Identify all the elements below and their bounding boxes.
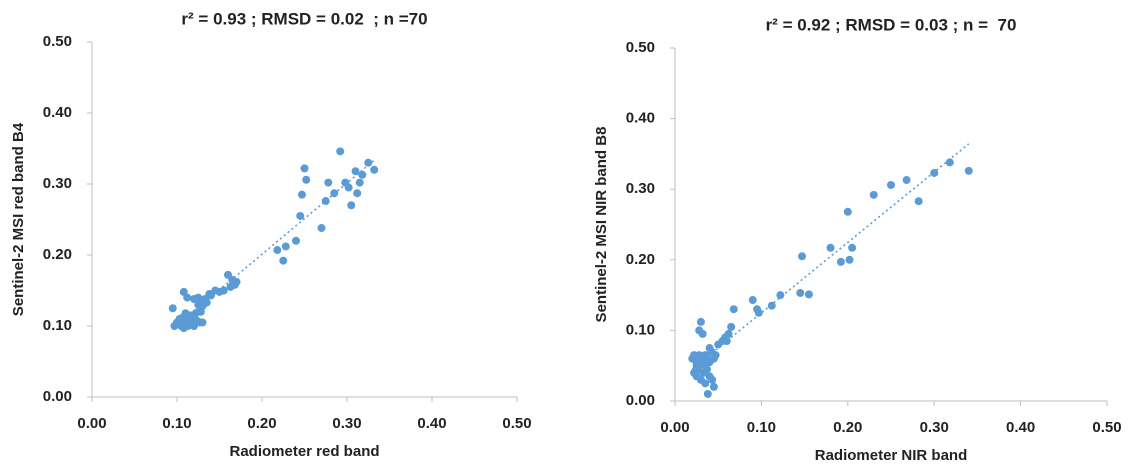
x-tick-label: 0.00 bbox=[660, 419, 689, 436]
point bbox=[776, 291, 785, 300]
trendline bbox=[172, 159, 375, 330]
point bbox=[347, 201, 356, 210]
y-tick-label: 0.50 bbox=[43, 33, 72, 50]
y-tick-label: 0.20 bbox=[43, 246, 72, 263]
point bbox=[843, 207, 852, 216]
point bbox=[355, 178, 364, 187]
x-tick-label: 0.40 bbox=[1006, 419, 1035, 436]
y-tick-label: 0.50 bbox=[626, 39, 655, 56]
point bbox=[358, 170, 367, 179]
point bbox=[353, 189, 362, 198]
point bbox=[701, 379, 710, 388]
x-tick-label: 0.00 bbox=[77, 415, 106, 432]
y-tick-label: 0.30 bbox=[43, 175, 72, 192]
point bbox=[708, 375, 717, 384]
y-tick-label: 0.40 bbox=[43, 104, 72, 121]
point bbox=[183, 293, 192, 302]
point bbox=[330, 189, 339, 198]
x-tick-label: 0.30 bbox=[920, 419, 949, 436]
point bbox=[292, 236, 300, 245]
point bbox=[748, 296, 757, 305]
x-tick-label: 0.40 bbox=[417, 415, 446, 432]
point bbox=[798, 252, 807, 261]
x-tick-label: 0.20 bbox=[247, 415, 276, 432]
y-tick-label: 0.10 bbox=[43, 317, 72, 334]
trendline bbox=[691, 143, 970, 370]
point bbox=[902, 176, 911, 185]
point bbox=[964, 166, 973, 175]
point bbox=[296, 211, 305, 220]
point bbox=[232, 277, 241, 286]
point bbox=[696, 317, 705, 326]
x-tick-label: 0.10 bbox=[162, 415, 191, 432]
point bbox=[945, 158, 954, 167]
y-tick-label: 0.30 bbox=[626, 180, 655, 197]
point bbox=[692, 361, 701, 370]
point bbox=[701, 361, 710, 370]
y-axis-title: Sentinel-2 MSI red band B4 bbox=[10, 122, 27, 316]
point bbox=[848, 243, 857, 252]
y-tick-label: 0.40 bbox=[626, 110, 655, 127]
x-tick-label: 0.20 bbox=[833, 419, 862, 436]
point bbox=[698, 329, 707, 338]
point bbox=[711, 351, 720, 360]
point bbox=[336, 147, 345, 156]
point bbox=[194, 293, 203, 302]
point bbox=[729, 305, 738, 314]
x-axis-title: Radiometer NIR band bbox=[815, 447, 968, 464]
x-axis-title: Radiometer red band bbox=[229, 443, 379, 460]
point bbox=[317, 224, 326, 233]
point bbox=[177, 316, 186, 325]
point bbox=[914, 197, 923, 206]
point bbox=[297, 190, 306, 199]
point bbox=[302, 175, 311, 184]
point bbox=[836, 257, 845, 266]
point bbox=[754, 308, 763, 317]
y-axis-title: Sentinel-2 MSI NIR band B8 bbox=[593, 127, 610, 323]
point bbox=[279, 256, 288, 265]
point bbox=[183, 319, 192, 328]
point bbox=[705, 344, 714, 353]
point bbox=[364, 158, 373, 167]
y-tick-label: 0.00 bbox=[43, 388, 72, 405]
point bbox=[324, 178, 333, 187]
point bbox=[930, 168, 939, 177]
point bbox=[767, 301, 776, 310]
point bbox=[351, 167, 360, 176]
point bbox=[281, 242, 290, 251]
x-tick-label: 0.50 bbox=[502, 415, 531, 432]
point bbox=[796, 288, 805, 297]
point bbox=[869, 190, 878, 199]
chart-title: r² = 0.92 ; RMSD = 0.03 ; n = 70 bbox=[766, 15, 1017, 34]
x-tick-label: 0.30 bbox=[332, 415, 361, 432]
point bbox=[703, 389, 712, 398]
point bbox=[219, 286, 228, 295]
point bbox=[727, 322, 736, 331]
point bbox=[804, 290, 813, 299]
y-tick-label: 0.10 bbox=[626, 321, 655, 338]
point bbox=[273, 246, 282, 255]
y-tick-label: 0.20 bbox=[626, 251, 655, 268]
point bbox=[344, 183, 353, 192]
point bbox=[845, 255, 854, 264]
point bbox=[202, 298, 211, 307]
x-tick-label: 0.10 bbox=[747, 419, 776, 436]
x-tick-label: 0.50 bbox=[1092, 419, 1121, 436]
point bbox=[370, 165, 379, 174]
y-tick-label: 0.00 bbox=[626, 392, 655, 409]
point bbox=[826, 243, 835, 252]
chart-title: r² = 0.93 ; RMSD = 0.02 ; n =70 bbox=[181, 9, 427, 28]
point bbox=[709, 382, 718, 391]
point bbox=[321, 197, 330, 206]
point bbox=[300, 164, 309, 173]
point bbox=[168, 304, 177, 313]
point bbox=[887, 180, 895, 189]
point bbox=[722, 336, 731, 345]
point bbox=[198, 318, 207, 327]
point bbox=[724, 329, 733, 338]
